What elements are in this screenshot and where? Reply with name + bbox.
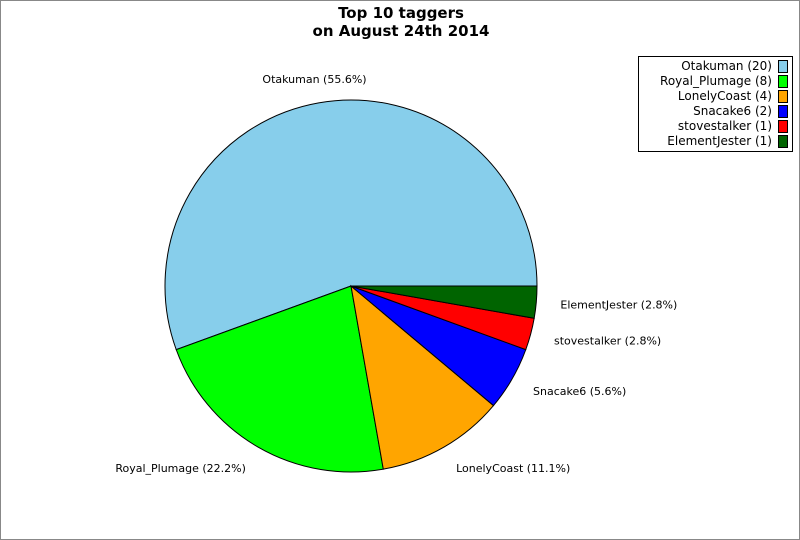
legend-item: LonelyCoast (4) [643,89,788,104]
pie-slice-royal-plumage [175,285,384,473]
pie-slice-otakuman [164,99,538,351]
legend-swatch [778,60,788,73]
legend-label: Otakuman (20) [681,59,772,73]
legend-label: stovestalker (1) [677,119,772,133]
legend-label: Snacake6 (2) [693,104,772,118]
slice-label-lonelycoast: LonelyCoast (11.1%) [456,462,570,475]
legend-item: ElementJester (1) [643,134,788,149]
pie-slice-lonelycoast [350,284,495,470]
slice-label-snacake6: Snacake6 (5.6%) [533,385,626,398]
slice-label-elementjester: ElementJester (2.8%) [560,298,677,311]
chart-title-block: Top 10 taggers on August 24th 2014 [1,4,800,40]
legend-swatch [778,135,788,148]
chart-subtitle: on August 24th 2014 [312,22,490,40]
legend-item: Snacake6 (2) [643,104,788,119]
legend-label: Royal_Plumage (8) [660,74,772,88]
pie-slice-elementjester [350,285,538,319]
legend-swatch [778,105,788,118]
legend-swatch [778,90,788,103]
chart-title: Top 10 taggers [338,4,464,22]
legend-item: stovestalker (1) [643,119,788,134]
legend-label: ElementJester (1) [667,134,772,148]
legend-item: Otakuman (20) [643,59,788,74]
slice-label-otakuman: Otakuman (55.6%) [262,73,366,86]
slice-label-stovestalker: stovestalker (2.8%) [554,334,661,347]
legend-swatch [778,120,788,133]
legend-swatch [778,75,788,88]
legend-item: Royal_Plumage (8) [643,74,788,89]
legend: Otakuman (20) Royal_Plumage (8) LonelyCoas… [638,56,793,152]
legend-label: LonelyCoast (4) [677,89,772,103]
slice-label-royal-plumage: Royal_Plumage (22.2%) [115,462,246,475]
